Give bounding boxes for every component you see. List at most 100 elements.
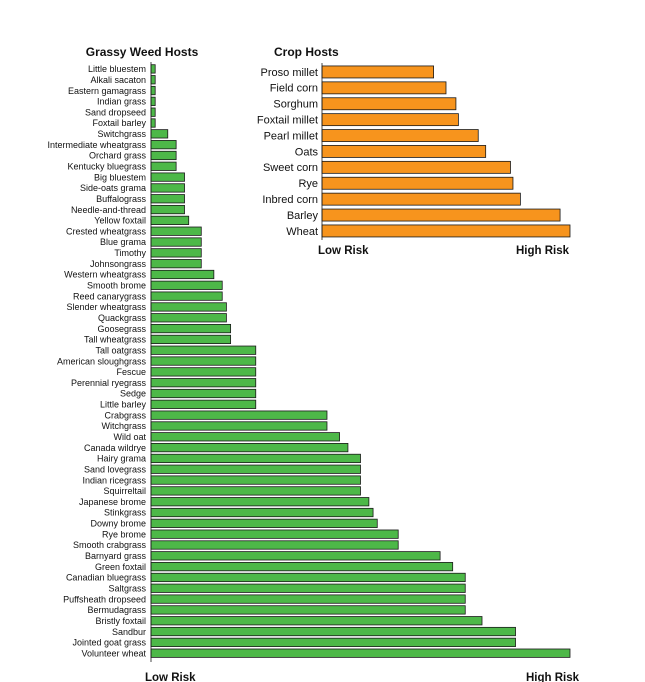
grassy-weed-bar-saltgrass (150, 583, 466, 593)
grassy-weed-label-timothy: Timothy (114, 248, 146, 258)
grassy-weed-label-reed-canarygrass: Reed canarygrass (73, 291, 147, 301)
grassy-weed-bar-fescue (150, 367, 257, 377)
grassy-weed-bar-blue-grama (150, 237, 202, 247)
crop-hosts-bar-foxtail-millet (321, 113, 459, 127)
crop-hosts-label-field-corn: Field corn (270, 83, 318, 95)
grassy-weed-label-sedge: Sedge (120, 389, 146, 399)
grassy-weed-bar-bristly-foxtail (150, 616, 483, 626)
crop-hosts-label-pearl-millet: Pearl millet (264, 130, 318, 142)
grassy-weed-label-squirreltail: Squirreltail (103, 486, 146, 496)
grassy-weed-label-witchgrass: Witchgrass (101, 421, 146, 431)
grassy-weed-bar-buffalograss (150, 194, 185, 204)
grassy-weed-bar-american-sloughgrass (150, 356, 257, 366)
crop-hosts-label-barley: Barley (287, 210, 319, 222)
grassy-weed-bar-green-foxtail (150, 562, 454, 572)
crop-hosts-label-rye: Rye (298, 178, 318, 190)
grassy-weed-bar-kentucky-bluegrass (150, 161, 177, 171)
grassy-weed-bar-crabgrass (150, 410, 328, 420)
grassy-weed-bar-quackgrass (150, 313, 227, 323)
grassy-weed-label-needle-and-thread: Needle-and-thread (71, 205, 146, 215)
crop-hosts-bar-rye (321, 176, 514, 190)
grassy-weed-bars (150, 64, 571, 658)
grassy-weed-label-buffalograss: Buffalograss (96, 194, 146, 204)
grassy-weed-label-canada-wildrye: Canada wildrye (84, 443, 146, 453)
crop-hosts-label-sorghum: Sorghum (273, 99, 318, 111)
grassy-weed-bar-sand-lovegrass (150, 464, 361, 474)
grassy-weed-bar-little-barley (150, 399, 257, 409)
grassy-weed-label-jointed-goat-grass: Jointed goat grass (72, 638, 146, 648)
grassy-weed-label-crabgrass: Crabgrass (104, 410, 146, 420)
grassy-weed-low-risk-label: Low Risk (145, 672, 196, 682)
crop-hosts-label-sweet-corn: Sweet corn (263, 162, 318, 174)
grassy-weed-bar-tall-oatgrass (150, 345, 257, 355)
grassy-weed-bar-tall-wheatgrass (150, 334, 232, 345)
grassy-weed-label-puffsheath-dropseed: Puffsheath dropseed (63, 594, 146, 604)
grassy-weed-label-volunteer-wheat: Volunteer wheat (81, 648, 146, 658)
grassy-weed-label-intermediate-wheatgrass: Intermediate wheatgrass (47, 140, 146, 150)
crop-hosts-bar-sweet-corn (321, 160, 511, 174)
grassy-weed-label-american-sloughgrass: American sloughgrass (57, 356, 147, 366)
grassy-weed-label-slender-wheatgrass: Slender wheatgrass (66, 302, 146, 312)
grassy-weed-label-sandbur: Sandbur (112, 627, 146, 637)
grassy-weed-bar-barnyard-grass (150, 551, 441, 561)
grassy-weed-label-hairy-grama: Hairy grama (97, 454, 146, 464)
grassy-weed-high-risk-label: High Risk (526, 672, 580, 682)
grassy-weed-bar-puffsheath-dropseed (150, 594, 466, 604)
grassy-weed-label-kentucky-bluegrass: Kentucky bluegrass (67, 161, 146, 171)
grassy-weed-label-orchard-grass: Orchard grass (89, 151, 147, 161)
grassy-weed-label-little-barley: Little barley (100, 400, 147, 410)
grassy-weed-label-goosegrass: Goosegrass (97, 324, 146, 334)
grassy-weed-label-foxtail-barley: Foxtail barley (92, 118, 146, 128)
grassy-weed-bar-stinkgrass (150, 507, 374, 518)
grassy-weed-label-rye-brome: Rye brome (102, 529, 146, 539)
grassy-weed-bar-witchgrass (150, 421, 328, 431)
grassy-weed-bar-needle-and-thread (150, 204, 185, 215)
crop-hosts-bar-barley (321, 208, 561, 222)
grassy-weed-label-smooth-brome: Smooth brome (87, 281, 146, 291)
grassy-weed-label-big-bluestem: Big bluestem (94, 172, 146, 182)
grassy-weed-bar-indian-ricegrass (150, 475, 361, 485)
grassy-weed-bar-volunteer-wheat (150, 648, 571, 658)
grassy-weed-bar-jointed-goat-grass (150, 637, 516, 647)
grassy-weed-label-canadian-bluegrass: Canadian bluegrass (66, 573, 147, 583)
crop-hosts-title: Crop Hosts (274, 45, 339, 59)
grassy-weed-bar-smooth-crabgrass (150, 540, 399, 550)
grassy-weed-label-johnsongrass: Johnsongrass (90, 259, 147, 269)
grassy-weed-bar-squirreltail (150, 486, 361, 496)
crop-hosts-label-inbred-corn: Inbred corn (262, 194, 318, 206)
grassy-weed-bar-yellow-foxtail (150, 215, 190, 225)
crop-hosts-bar-sorghum (321, 97, 457, 111)
grassy-weed-bar-sedge (150, 388, 257, 399)
crop-hosts-bar-proso-millet (321, 65, 434, 79)
grassy-weed-label-yellow-foxtail: Yellow foxtail (94, 216, 146, 226)
grassy-weed-bar-foxtail-barley (150, 118, 156, 128)
crop-hosts-bar-pearl-millet (321, 129, 479, 142)
grassy-weed-bar-reed-canarygrass (150, 291, 223, 301)
grassy-weed-bar-wild-oat (150, 432, 340, 442)
grassy-weed-title: Grassy Weed Hosts (86, 45, 199, 59)
grassy-weed-label-perennial-ryegrass: Perennial ryegrass (71, 378, 147, 388)
grassy-weed-label-tall-oatgrass: Tall oatgrass (95, 345, 146, 355)
grassy-weed-label-little-bluestem: Little bluestem (88, 64, 146, 74)
grassy-weed-bar-intermediate-wheatgrass (150, 140, 177, 150)
grassy-weed-bar-slender-wheatgrass (150, 302, 227, 312)
grassy-weed-bar-rye-brome (150, 529, 399, 539)
grassy-weed-label-downy-brome: Downy brome (90, 519, 146, 529)
crop-hosts-bar-oats (321, 145, 487, 158)
crop-hosts-label-foxtail-millet: Foxtail millet (257, 114, 318, 126)
grassy-weed-bar-timothy (150, 248, 202, 258)
crop-hosts-label-oats: Oats (295, 146, 319, 158)
crop-hosts-label-wheat: Wheat (286, 226, 318, 238)
grassy-weed-label-blue-grama: Blue grama (100, 237, 146, 247)
grassy-weed-bar-side-oats-grama (150, 183, 185, 193)
grassy-weed-label-green-foxtail: Green foxtail (95, 562, 146, 572)
crop-hosts-low-risk-label: Low Risk (318, 245, 369, 257)
grassy-weed-label-crested-wheatgrass: Crested wheatgrass (66, 226, 147, 236)
grassy-weed-label-quackgrass: Quackgrass (98, 313, 147, 323)
grassy-weed-bar-bermudagrass (150, 605, 466, 615)
grassy-weed-label-saltgrass: Saltgrass (108, 583, 146, 593)
crop-hosts-category-labels: Proso millet Field corn Sorghum Foxtail mil… (257, 67, 319, 238)
grassy-weed-bar-western-wheatgrass (150, 269, 215, 280)
